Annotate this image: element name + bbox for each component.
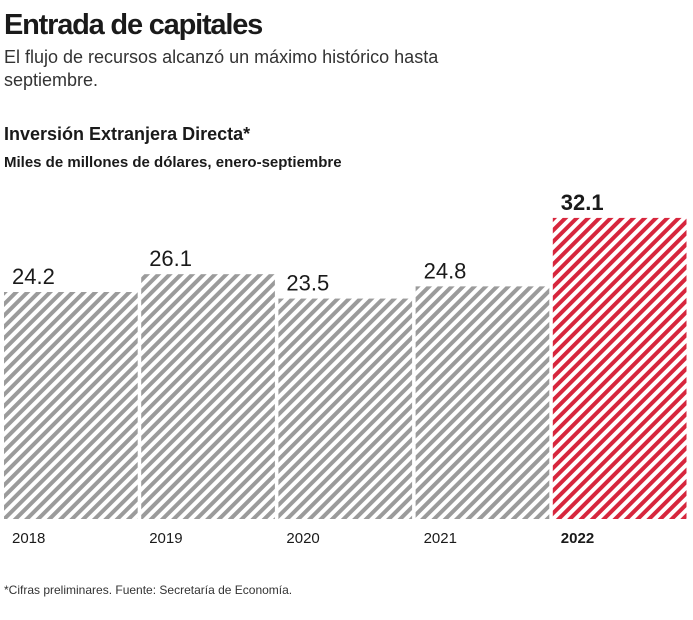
bar — [4, 292, 138, 519]
x-tick-label: 2020 — [286, 530, 319, 547]
x-tick-label: 2019 — [149, 530, 182, 547]
subtitle-box: El flujo de recursos alcanzó un máximo h… — [4, 47, 439, 90]
x-tick-label: 2018 — [12, 530, 45, 547]
x-tick-label: 2022 — [561, 530, 594, 547]
footnote: *Cifras preliminares. Fuente: Secretaría… — [4, 583, 292, 597]
value-label: 24.8 — [424, 258, 467, 283]
value-label: 23.5 — [286, 271, 329, 296]
value-label: 32.1 — [561, 190, 604, 215]
page-title: Entrada de capitales — [4, 9, 262, 41]
chart-title: Inversión Extranjera Directa* — [4, 124, 250, 144]
bar — [141, 274, 275, 519]
bar — [415, 286, 550, 519]
chart-subtitle: Miles de millones de dólares, enero-sept… — [4, 154, 342, 171]
page-subtitle: El flujo de recursos alcanzó un máximo h… — [4, 47, 439, 90]
bar — [552, 217, 687, 520]
x-tick-label: 2021 — [424, 530, 457, 547]
value-label: 24.2 — [12, 264, 55, 289]
bar — [278, 298, 413, 519]
value-label: 26.1 — [149, 246, 192, 271]
